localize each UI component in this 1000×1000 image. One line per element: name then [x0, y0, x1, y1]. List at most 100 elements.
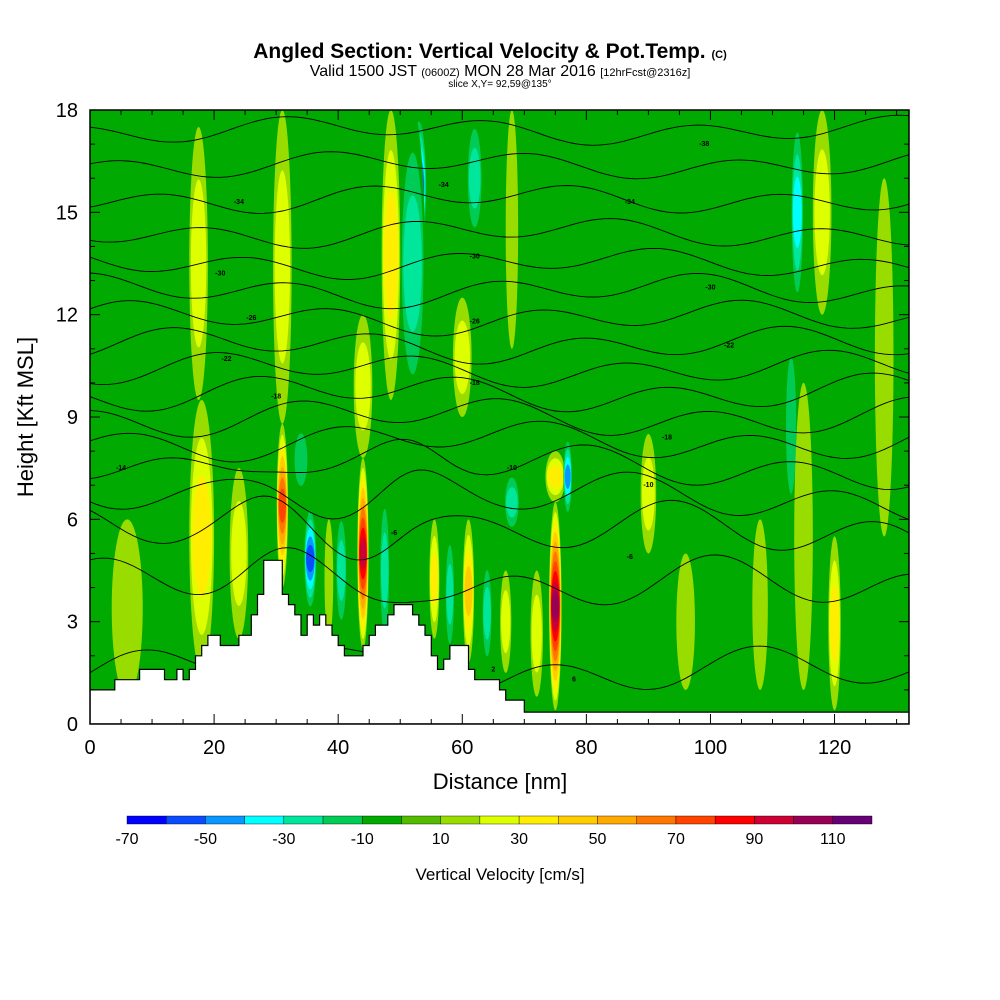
y-tick-label: 9	[67, 407, 78, 429]
velocity-feature	[500, 570, 512, 673]
velocity-cell	[501, 590, 511, 654]
potential-temperature-contours	[90, 114, 909, 694]
velocity-feature	[856, 382, 875, 656]
contour-label: -18	[662, 434, 672, 441]
contour-label: 2	[491, 666, 495, 673]
colorbar-tick-label: -70	[115, 831, 138, 848]
contour-label: -10	[643, 482, 653, 489]
isentrope-line	[90, 325, 909, 365]
isentrope-line	[90, 349, 909, 388]
contour-label: -34	[439, 182, 449, 189]
y-axis-label: Height [Kft MSL]	[13, 337, 38, 497]
isentrope-line	[90, 469, 909, 521]
colorbar-swatch	[754, 815, 794, 825]
velocity-feature	[335, 502, 347, 639]
velocity-feature	[229, 468, 249, 639]
colorbar-swatch	[283, 815, 324, 825]
colorbar-swatch	[793, 815, 833, 825]
x-axis: 0 20 40 60 80 100 120	[84, 110, 898, 759]
colorbar-tick-label: 50	[589, 831, 607, 848]
velocity-cell	[231, 500, 247, 606]
colorbar-swatch	[558, 815, 598, 825]
velocity-cell	[355, 342, 371, 431]
velocity-cell	[814, 149, 830, 276]
chart-subtitle: Valid 1500 JST (0600Z) MON 28 Mar 2016 […	[310, 63, 691, 80]
contour-label: 6	[572, 677, 576, 684]
velocity-feature	[482, 553, 493, 673]
colorbar-swatch	[636, 815, 677, 825]
contour-label: -30	[215, 271, 225, 278]
velocity-feature	[549, 502, 562, 711]
contour-label: -18	[470, 380, 480, 387]
velocity-feature	[273, 110, 292, 424]
velocity-cell	[380, 532, 389, 609]
contour-label: -26	[470, 318, 480, 325]
colorbar: -70 -50 -30 -10 10 30 50 70 90 110	[115, 815, 873, 848]
velocity-cell	[278, 488, 286, 523]
isentrope-line	[90, 218, 909, 249]
colorbar-tick-label: 90	[745, 831, 763, 848]
velocity-feature	[466, 110, 483, 247]
velocity-cell	[792, 176, 802, 248]
velocity-feature	[794, 382, 813, 690]
contour-label: -22	[221, 356, 231, 363]
velocity-cell	[794, 382, 813, 690]
velocity-cell	[856, 382, 875, 656]
isentrope-line	[90, 114, 909, 146]
colorbar-tick-label: 70	[667, 831, 685, 848]
velocity-cell	[468, 147, 481, 209]
colorbar-swatch	[440, 815, 481, 825]
contour-label: -30	[705, 284, 715, 291]
slice-label: slice X,Y= 92,59@135°	[448, 79, 551, 90]
velocity-cell	[874, 178, 894, 537]
contour-label: -34	[625, 199, 635, 206]
velocity-feature	[791, 110, 804, 315]
y-tick-label: 3	[67, 612, 78, 634]
velocity-cell	[93, 110, 112, 452]
isentrope-line	[90, 185, 909, 214]
terrain	[90, 559, 909, 724]
velocity-cell	[676, 553, 695, 690]
velocity-cell	[641, 457, 655, 531]
velocity-feature	[752, 519, 768, 690]
y-tick-label: 12	[56, 305, 78, 327]
velocity-feature	[530, 570, 543, 697]
velocity-feature	[276, 423, 288, 588]
x-tick-label: 100	[694, 737, 727, 759]
contour-label: -14	[116, 465, 126, 472]
velocity-cell	[564, 464, 571, 489]
isentrope-line	[90, 547, 909, 606]
velocity-cell	[192, 475, 211, 598]
contour-label: -22	[724, 342, 734, 349]
velocity-cell	[752, 519, 768, 690]
contour-label: -38	[699, 141, 709, 148]
isentrope-line	[90, 299, 909, 337]
velocity-cell	[359, 537, 367, 570]
velocity-feature	[324, 519, 334, 639]
colorbar-swatch	[401, 815, 441, 825]
velocity-cell	[337, 540, 346, 601]
velocity-feature	[462, 519, 475, 663]
colorbar-swatch	[714, 815, 755, 825]
contour-label: -18	[271, 394, 281, 401]
colorbar-tick-label: 30	[510, 831, 528, 848]
isentrope-line	[90, 396, 909, 438]
velocity-cell	[464, 566, 473, 616]
y-tick-label: 18	[56, 100, 78, 122]
y-tick-label: 0	[67, 714, 78, 736]
plot-background	[90, 110, 909, 724]
velocity-feature	[505, 110, 519, 349]
velocity-cell	[506, 487, 518, 518]
x-tick-label: 60	[451, 737, 473, 759]
colorbar-swatch	[675, 815, 716, 825]
velocity-feature	[545, 451, 566, 503]
isentrope-line	[90, 438, 909, 491]
velocity-feature	[563, 434, 573, 520]
velocity-feature	[189, 399, 215, 673]
colorbar-label: Vertical Velocity [cm/s]	[415, 865, 584, 884]
colorbar-swatch	[126, 815, 167, 825]
isentrope-line	[90, 420, 909, 463]
isentrope-line	[90, 495, 909, 561]
contour-label: -26	[246, 315, 256, 322]
